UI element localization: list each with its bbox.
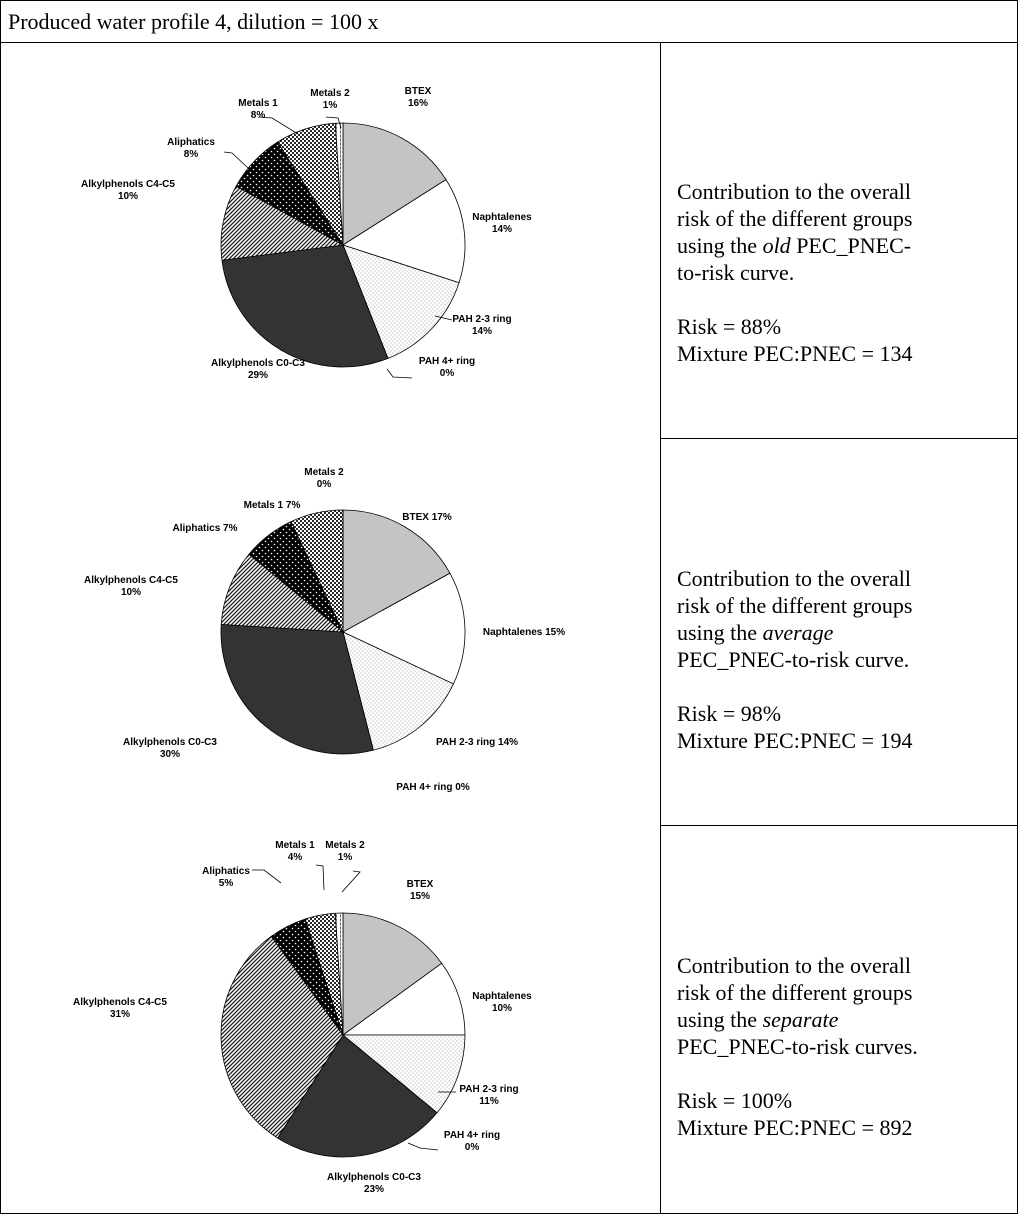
pie-slice-alkylphenols-c0-c3	[220, 623, 374, 755]
slice-label: PAH 2-3 ring 11%	[459, 1084, 518, 1107]
pie-slice-naphtalenes	[341, 962, 466, 1036]
table-header: Produced water profile 4, dilution = 100…	[8, 9, 379, 34]
description-line: PEC_PNEC-to-risk curve.	[677, 647, 910, 672]
description-line: Contribution to the overall	[677, 953, 912, 978]
description-line: using the average	[677, 620, 834, 645]
pie-slice-metals-2	[334, 912, 344, 1036]
label-leader-line	[386, 368, 413, 379]
pie-slice-alkylphenols-c4-c5	[220, 553, 345, 633]
slice-label: Alkylphenols C4-C5 31%	[73, 997, 167, 1020]
risk-value: Risk = 98%	[677, 701, 782, 726]
pie-slice-alkylphenols-c0-c3	[277, 1034, 438, 1158]
label-leader-line	[434, 315, 453, 321]
description-line: risk of the different groups	[677, 206, 913, 231]
slice-label: Alkylphenols C4-C5 10%	[81, 179, 175, 202]
mixture-pec-pnec: Mixture PEC:PNEC = 194	[677, 728, 913, 753]
description-line: Contribution to the overall	[677, 179, 912, 204]
slice-label: PAH 4+ ring 0%	[396, 782, 470, 793]
slice-label: BTEX 15%	[407, 879, 434, 902]
slice-label: Aliphatics 8%	[167, 137, 215, 160]
label-leader-line	[252, 869, 282, 884]
slice-label: PAH 4+ ring 0%	[419, 356, 475, 379]
slice-label: Alkylphenols C0-C3 30%	[123, 737, 217, 760]
description-line: Contribution to the overall	[677, 566, 912, 591]
description-line: using the old PEC_PNEC-	[677, 233, 912, 258]
slice-label: Alkylphenols C0-C3 29%	[211, 358, 305, 381]
slice-label: Aliphatics 5%	[202, 866, 250, 889]
pie-chart-3: BTEX 15% Naphtalenes 10% PAH 2-3 ring 11% PAH …	[73, 840, 532, 1195]
row-3-description: Contribution to the overall risk of the d…	[677, 952, 918, 1141]
pie-slice-pah-2-3-ring	[341, 1034, 466, 1114]
label-leader-line	[223, 151, 249, 169]
label-leader-line	[407, 1142, 439, 1151]
label-leader-line	[341, 870, 361, 893]
slice-label: PAH 2-3 ring 14%	[436, 737, 518, 748]
pie-slice-btex	[342, 122, 447, 246]
slice-label: Metals 1 7%	[244, 500, 301, 511]
slice-label: Naphtalenes 10%	[472, 991, 532, 1014]
slice-label: PAH 2-3 ring 14%	[452, 314, 511, 337]
pie-slice-btex	[342, 912, 443, 1036]
slice-label: Naphtalenes 14%	[472, 212, 532, 235]
slice-label: BTEX 16%	[405, 86, 432, 109]
mixture-pec-pnec: Mixture PEC:PNEC = 892	[677, 1115, 913, 1140]
mixture-pec-pnec: Mixture PEC:PNEC = 134	[677, 341, 913, 366]
slice-label: Aliphatics 7%	[172, 523, 237, 534]
slice-label: Naphtalenes 15%	[483, 627, 565, 638]
slice-label: Metals 1 4%	[275, 840, 315, 863]
pie-slice-naphtalenes	[342, 572, 466, 685]
pie-slice-pah-2-3-ring	[342, 631, 454, 751]
pie-slice-alkylphenols-c4-c5	[220, 185, 345, 261]
pie-chart-1: BTEX 16% Naphtalenes 14% PAH 2-3 ring 14% PAH …	[81, 86, 532, 381]
label-leader-line	[259, 116, 299, 135]
pie-slice-alkylphenols-c4-c5	[220, 935, 344, 1139]
slice-label: Alkylphenols C4-C5 10%	[84, 575, 178, 598]
description-line: using the separate	[677, 1007, 839, 1032]
slice-label: BTEX 17%	[402, 512, 452, 523]
description-line: to-risk curve.	[677, 260, 795, 285]
pie-slice-alkylphenols-c0-c3	[221, 244, 389, 368]
slice-label: Metals 2 0%	[304, 467, 344, 490]
pie-slice-pah-2-3-ring	[342, 244, 460, 359]
slice-label: Alkylphenols C0-C3 23%	[327, 1172, 421, 1195]
description-line: risk of the different groups	[677, 593, 913, 618]
pie-charts: BTEX 16% Naphtalenes 14% PAH 2-3 ring 14% PAH …	[73, 86, 565, 1195]
slice-label: Metals 2 1%	[325, 840, 365, 863]
risk-value: Risk = 100%	[677, 1088, 793, 1113]
description-line: PEC_PNEC-to-risk curves.	[677, 1034, 918, 1059]
row-2-description: Contribution to the overall risk of the d…	[677, 565, 912, 754]
description-line: risk of the different groups	[677, 980, 913, 1005]
pie-chart-2: BTEX 17% Naphtalenes 15% PAH 2-3 ring 14% P…	[84, 467, 565, 793]
slice-label: Metals 2 1%	[310, 88, 350, 111]
pie-slice-naphtalenes	[342, 179, 466, 284]
pie-slice-btex	[342, 509, 451, 633]
slice-label: PAH 4+ ring 0%	[444, 1130, 500, 1153]
row-1-description: Contribution to the overall risk of the d…	[677, 178, 912, 367]
slice-label: Metals 1 8%	[238, 98, 278, 121]
label-leader-line	[315, 864, 325, 891]
label-leader-line	[325, 116, 342, 129]
risk-value: Risk = 88%	[677, 314, 782, 339]
